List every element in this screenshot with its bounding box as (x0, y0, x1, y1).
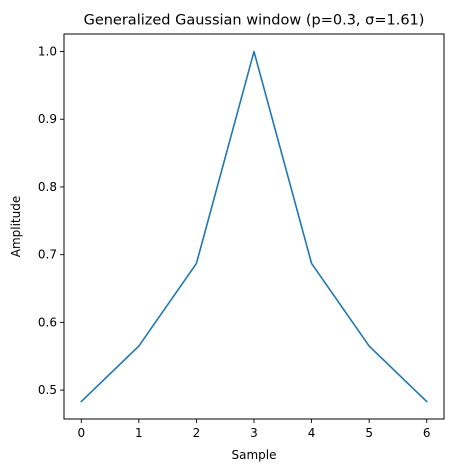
chart-title: Generalized Gaussian window (p=0.3, σ=1.… (84, 13, 425, 29)
plot-area (63, 33, 445, 420)
x-axis-label: Sample (232, 448, 277, 462)
plot-frame (63, 33, 445, 420)
x-tick-label: 3 (250, 426, 258, 440)
y-axis-label: Amplitude (9, 196, 23, 258)
y-tick-label: 0.9 (38, 112, 57, 126)
y-axis: 0.5 0.6 0.7 0.8 0.9 1.0 (38, 45, 64, 397)
x-tick-label: 4 (308, 426, 316, 440)
x-axis: 0 1 2 3 4 5 6 (77, 419, 431, 440)
x-tick-label: 2 (193, 426, 201, 440)
series-line (80, 50, 428, 403)
y-tick-label: 0.8 (38, 180, 57, 194)
x-tick-label: 6 (423, 426, 431, 440)
x-tick-label: 5 (365, 426, 373, 440)
y-tick-label: 0.6 (38, 315, 57, 329)
y-tick-label: 0.5 (38, 383, 57, 397)
x-tick-label: 1 (135, 426, 143, 440)
x-tick-label: 0 (77, 426, 85, 440)
y-tick-label: 1.0 (38, 45, 57, 59)
y-tick-label: 0.7 (38, 248, 57, 262)
